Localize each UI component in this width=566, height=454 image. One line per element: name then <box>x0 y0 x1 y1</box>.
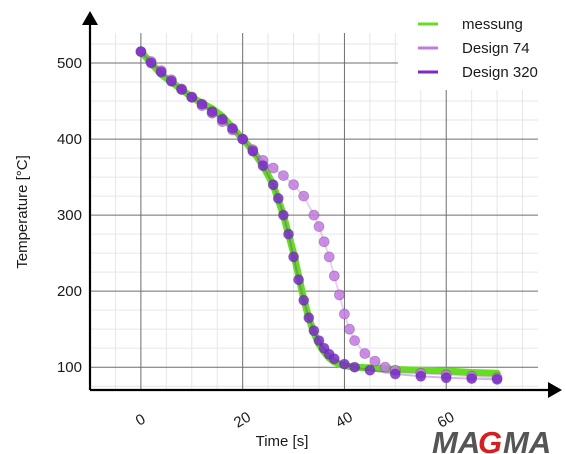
data-point <box>466 373 478 385</box>
data-point <box>293 274 305 286</box>
x-axis-label: Time [s] <box>256 433 309 450</box>
data-point <box>267 179 279 191</box>
data-point <box>298 294 310 306</box>
data-point <box>313 335 325 347</box>
data-point <box>359 348 371 359</box>
data-point <box>303 312 315 324</box>
x-tick-label: 0 <box>133 411 149 430</box>
series-line <box>140 50 498 381</box>
y-axis-arrow <box>82 11 98 25</box>
y-tick-label: 400 <box>57 131 82 148</box>
data-point <box>283 228 294 240</box>
data-point <box>364 364 376 376</box>
x-tick-label: 60 <box>434 409 457 432</box>
y-tick-label: 100 <box>57 359 82 376</box>
y-tick-label: 500 <box>57 55 82 72</box>
data-point <box>216 113 228 125</box>
data-point <box>237 133 249 145</box>
data-point <box>288 251 300 263</box>
legend-label: Design 320 <box>462 64 538 81</box>
logo-accent-letter: G <box>478 425 502 454</box>
data-point <box>267 162 279 174</box>
data-point <box>145 57 157 69</box>
data-point <box>415 370 427 382</box>
data-point <box>491 373 503 385</box>
data-point <box>328 353 340 365</box>
data-point <box>277 209 289 221</box>
data-point <box>272 192 284 204</box>
legend: messung Design 74 Design 320 <box>398 10 548 90</box>
data-point <box>186 91 198 103</box>
data-point <box>440 372 452 384</box>
legend-item: messung <box>418 16 523 33</box>
y-tick-label: 300 <box>57 207 82 224</box>
legend-label: Design 74 <box>462 40 530 57</box>
data-point <box>206 106 218 118</box>
data-point <box>257 160 269 172</box>
data-point <box>247 145 259 157</box>
data-point <box>298 190 310 202</box>
data-point <box>176 84 188 95</box>
data-point <box>323 251 335 263</box>
magma-logo: MA G MA <box>432 425 551 454</box>
x-axis-arrow <box>548 382 562 398</box>
y-axis-label: Temperature [°C] <box>14 155 31 269</box>
data-point <box>227 122 238 134</box>
data-point <box>369 355 381 367</box>
data-point <box>135 46 147 57</box>
data-point <box>165 75 177 87</box>
data-point <box>338 308 350 320</box>
logo-suffix: MA <box>503 425 551 454</box>
data-point <box>333 289 345 301</box>
data-point <box>277 170 289 182</box>
data-point <box>308 325 320 337</box>
data-point <box>349 361 361 373</box>
data-point <box>196 98 208 110</box>
legend-item: Design 320 <box>418 64 538 81</box>
data-series <box>135 46 503 385</box>
data-point <box>379 361 391 373</box>
legend-label: messung <box>462 16 523 33</box>
logo-prefix: MA <box>432 425 480 454</box>
data-point <box>344 323 355 335</box>
series-3 <box>135 46 503 385</box>
series-line <box>140 50 498 379</box>
data-point <box>328 270 340 282</box>
data-point <box>318 236 330 248</box>
axes <box>82 11 562 398</box>
data-point <box>288 179 300 191</box>
data-point <box>308 209 320 221</box>
x-tick-label: 20 <box>231 409 254 432</box>
data-point <box>349 335 361 347</box>
data-point <box>338 358 350 370</box>
legend-item: Design 74 <box>418 40 530 57</box>
minor-gridlines <box>90 33 538 390</box>
data-point <box>155 66 167 78</box>
x-tick-label: 40 <box>333 409 356 432</box>
data-point <box>313 221 325 232</box>
y-tick-label: 200 <box>57 283 82 300</box>
data-point <box>389 368 401 380</box>
